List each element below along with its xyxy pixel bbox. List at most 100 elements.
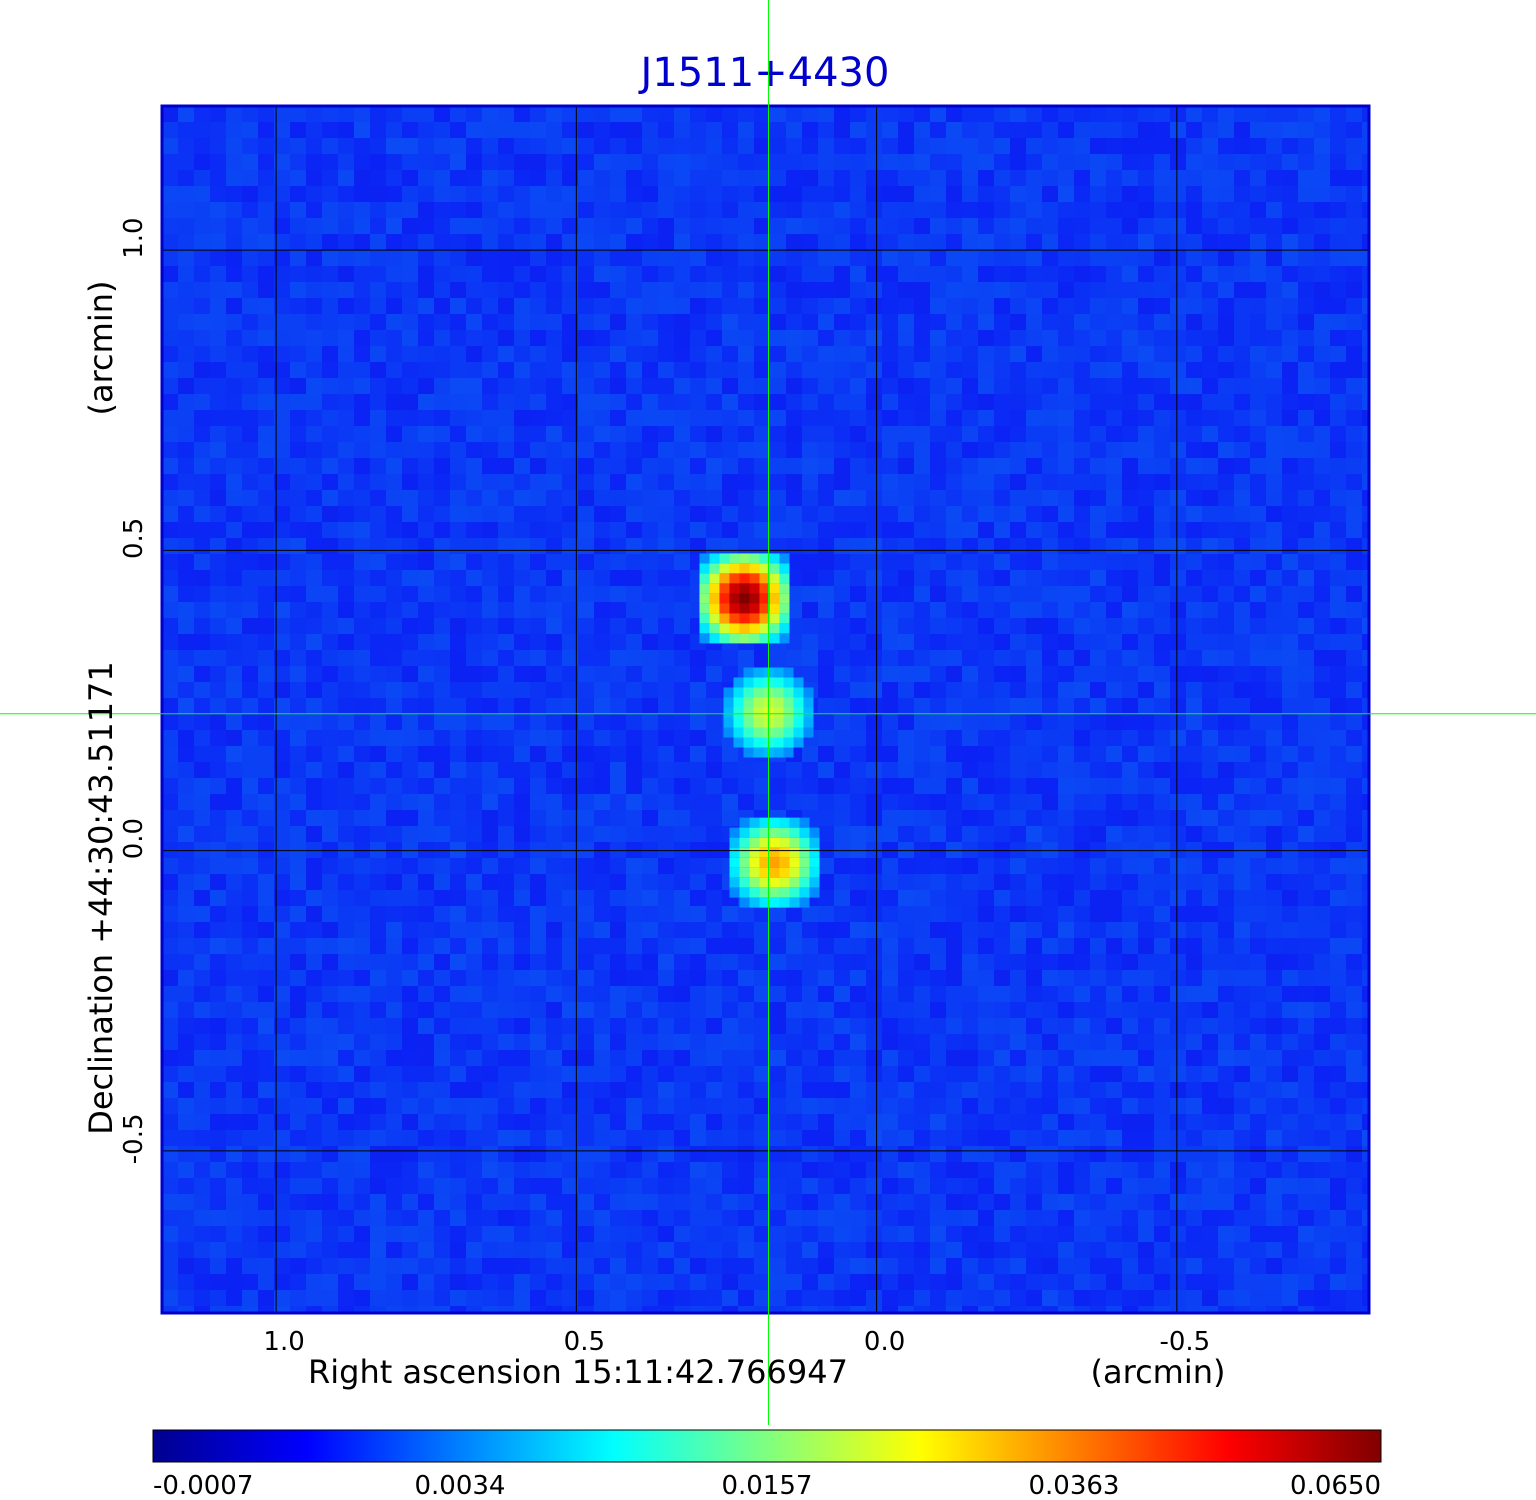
noise-cell: [994, 810, 1010, 826]
noise-cell: [818, 106, 834, 122]
noise-cell: [402, 394, 418, 410]
noise-cell: [242, 186, 258, 202]
noise-cell: [850, 938, 866, 954]
noise-cell: [162, 538, 178, 554]
noise-cell: [674, 122, 690, 138]
noise-cell: [1074, 426, 1090, 442]
noise-cell: [370, 666, 386, 682]
noise-cell: [978, 650, 994, 666]
noise-cell: [1282, 810, 1298, 826]
noise-cell: [1234, 570, 1250, 586]
noise-cell: [1346, 522, 1362, 538]
noise-cell: [242, 634, 258, 650]
noise-cell: [674, 938, 690, 954]
noise-cell: [770, 474, 786, 490]
noise-cell: [530, 938, 546, 954]
noise-cell: [338, 538, 354, 554]
noise-cell: [514, 474, 530, 490]
noise-cell: [418, 1002, 434, 1018]
noise-cell: [370, 1082, 386, 1098]
noise-cell: [1314, 202, 1330, 218]
noise-cell: [1330, 730, 1346, 746]
noise-cell: [274, 1050, 290, 1066]
noise-cell: [370, 330, 386, 346]
noise-cell: [818, 234, 834, 250]
noise-cell: [402, 266, 418, 282]
noise-cell: [882, 234, 898, 250]
noise-cell: [1362, 1098, 1369, 1114]
noise-cell: [706, 330, 722, 346]
noise-cell: [866, 746, 882, 762]
noise-cell: [898, 362, 914, 378]
noise-cell: [1106, 762, 1122, 778]
noise-cell: [562, 1130, 578, 1146]
noise-cell: [658, 298, 674, 314]
noise-cell: [1298, 650, 1314, 666]
noise-cell: [642, 1082, 658, 1098]
noise-cell: [386, 1130, 402, 1146]
noise-cell: [994, 682, 1010, 698]
noise-cell: [258, 474, 274, 490]
noise-cell: [882, 474, 898, 490]
noise-cell: [1170, 746, 1186, 762]
noise-cell: [306, 346, 322, 362]
noise-cell: [562, 1082, 578, 1098]
noise-cell: [594, 874, 610, 890]
noise-cell: [1058, 986, 1074, 1002]
noise-cell: [1298, 234, 1314, 250]
noise-cell: [1090, 378, 1106, 394]
noise-cell: [898, 1114, 914, 1130]
noise-cell: [1330, 746, 1346, 762]
noise-cell: [402, 890, 418, 906]
noise-cell: [402, 986, 418, 1002]
noise-cell: [786, 410, 802, 426]
noise-cell: [562, 394, 578, 410]
noise-cell: [242, 666, 258, 682]
noise-cell: [1314, 426, 1330, 442]
noise-cell: [1362, 234, 1369, 250]
noise-cell: [850, 922, 866, 938]
noise-cell: [1314, 1130, 1330, 1146]
noise-cell: [1106, 458, 1122, 474]
noise-cell: [1250, 1050, 1266, 1066]
noise-cell: [658, 250, 674, 266]
noise-cell: [1330, 1034, 1346, 1050]
noise-cell: [1170, 682, 1186, 698]
noise-cell: [1234, 410, 1250, 426]
noise-cell: [1010, 618, 1026, 634]
noise-cell: [914, 1018, 930, 1034]
noise-cell: [946, 778, 962, 794]
noise-cell: [834, 1018, 850, 1034]
noise-cell: [930, 570, 946, 586]
noise-cell: [370, 986, 386, 1002]
noise-cell: [194, 106, 210, 122]
noise-cell: [818, 698, 834, 714]
noise-cell: [178, 1018, 194, 1034]
noise-cell: [418, 250, 434, 266]
noise-cell: [178, 1130, 194, 1146]
noise-cell: [978, 1130, 994, 1146]
noise-cell: [674, 794, 690, 810]
noise-cell: [498, 682, 514, 698]
noise-cell: [258, 122, 274, 138]
noise-cell: [722, 410, 738, 426]
noise-cell: [1250, 810, 1266, 826]
noise-cell: [626, 1146, 642, 1162]
noise-cell: [210, 266, 226, 282]
noise-cell: [1026, 154, 1042, 170]
noise-cell: [354, 1082, 370, 1098]
noise-cell: [1010, 490, 1026, 506]
noise-cell: [194, 458, 210, 474]
noise-cell: [594, 1098, 610, 1114]
noise-cell: [1362, 410, 1369, 426]
noise-cell: [1282, 122, 1298, 138]
noise-cell: [1298, 890, 1314, 906]
noise-cell: [1170, 1130, 1186, 1146]
noise-cell: [418, 874, 434, 890]
noise-cell: [1122, 842, 1138, 858]
noise-cell: [322, 442, 338, 458]
noise-cell: [850, 138, 866, 154]
noise-cell: [610, 1082, 626, 1098]
noise-cell: [994, 1082, 1010, 1098]
noise-cell: [626, 522, 642, 538]
